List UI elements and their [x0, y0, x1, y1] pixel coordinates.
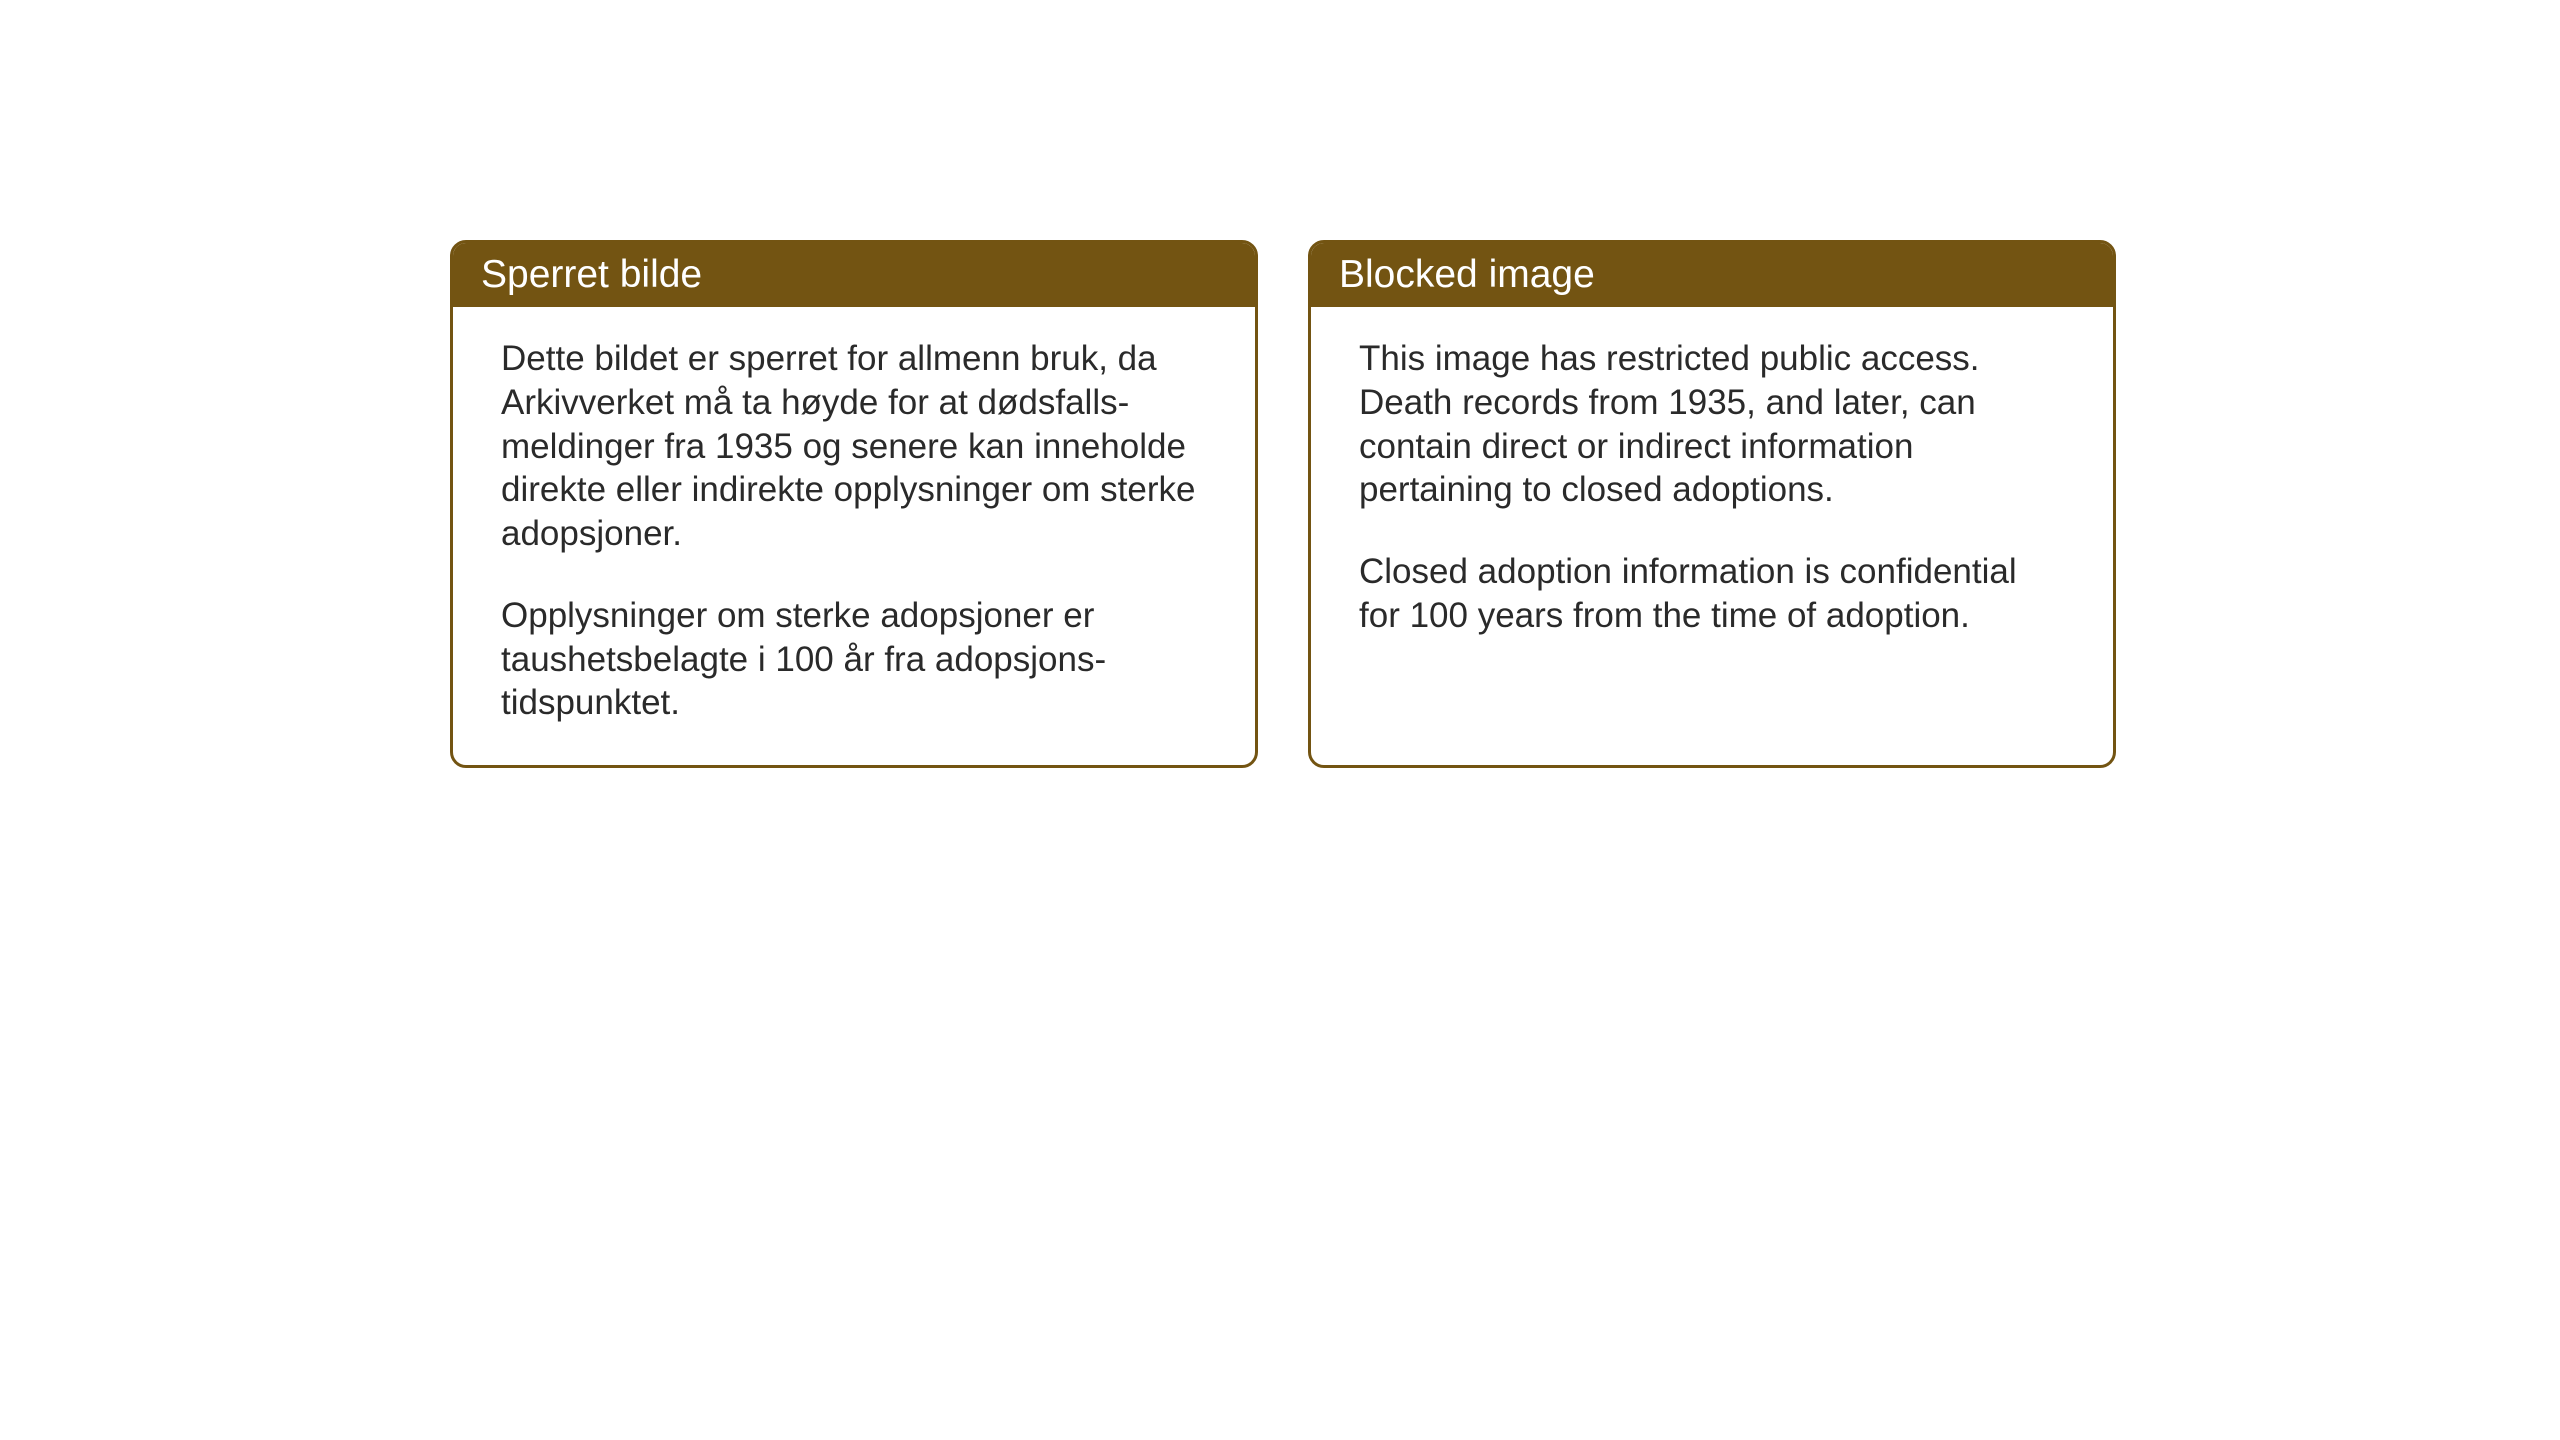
- card-title-english: Blocked image: [1339, 253, 1595, 296]
- notice-container: Sperret bilde Dette bildet er sperret fo…: [450, 240, 2116, 768]
- card-paragraph-2-norwegian: Opplysninger om sterke adopsjoner er tau…: [501, 594, 1207, 725]
- card-body-english: This image has restricted public access.…: [1311, 307, 2113, 747]
- notice-card-norwegian: Sperret bilde Dette bildet er sperret fo…: [450, 240, 1258, 768]
- card-title-norwegian: Sperret bilde: [481, 253, 702, 296]
- card-header-norwegian: Sperret bilde: [453, 243, 1255, 307]
- card-paragraph-2-english: Closed adoption information is confident…: [1359, 550, 2065, 638]
- card-paragraph-1-norwegian: Dette bildet er sperret for allmenn bruk…: [501, 337, 1207, 556]
- notice-card-english: Blocked image This image has restricted …: [1308, 240, 2116, 768]
- card-body-norwegian: Dette bildet er sperret for allmenn bruk…: [453, 307, 1255, 765]
- card-header-english: Blocked image: [1311, 243, 2113, 307]
- card-paragraph-1-english: This image has restricted public access.…: [1359, 337, 2065, 512]
